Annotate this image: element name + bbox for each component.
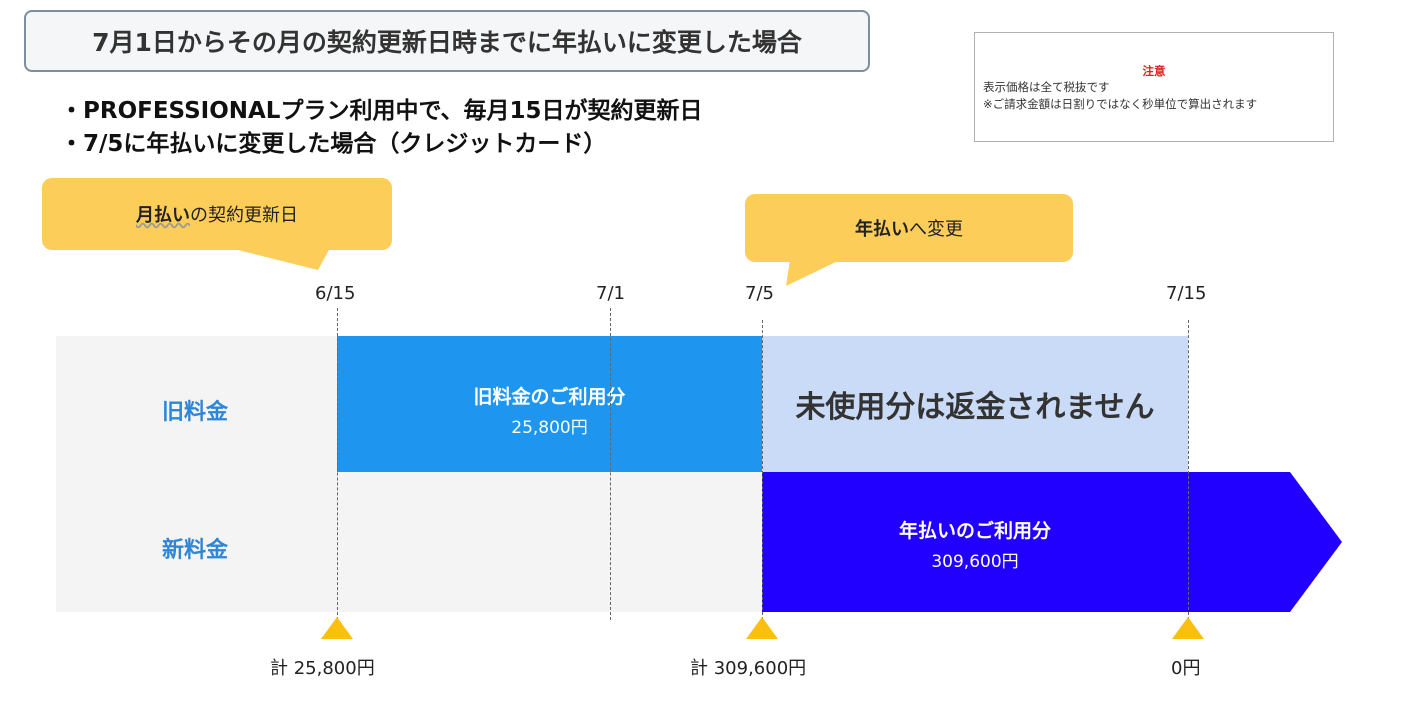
date-label-0701: 7/1	[596, 283, 625, 304]
billing-marker-0715	[1172, 617, 1204, 639]
annual-usage-arrow	[762, 472, 1342, 612]
callout-annual-bold: 年払い	[855, 219, 909, 240]
old-plan-unused-block: 未使用分は返金されません	[762, 336, 1188, 472]
row-label-old: 旧料金	[161, 400, 228, 425]
annual-usage-label: 年払いのご利用分 309,600円	[762, 472, 1188, 610]
total-label-0705: 計 309,600円	[690, 658, 807, 679]
callout-monthly-bold: 月払い	[136, 205, 190, 226]
bullet-change: ・7/5に年払いに変更した場合（クレジットカード）	[60, 131, 607, 157]
annual-usage-amount: 309,600円	[931, 552, 1019, 572]
bullet-plan: ・PROFESSIONALプラン利用中で、毎月15日が契約更新日	[60, 98, 703, 124]
total-label-0615: 計 25,800円	[270, 658, 375, 679]
guide-line-0615	[337, 308, 338, 620]
callout-monthly-renewal: 月払いの契約更新日	[42, 178, 392, 250]
guide-line-0701	[610, 308, 611, 620]
callout-annual-pointer	[786, 260, 840, 286]
billing-marker-0705	[746, 617, 778, 639]
guide-line-0715	[1188, 320, 1189, 620]
date-label-0615: 6/15	[315, 283, 356, 304]
old-usage-amount: 25,800円	[511, 418, 588, 438]
date-label-0715: 7/15	[1166, 283, 1207, 304]
guide-line-0705	[762, 320, 763, 620]
callout-monthly-pointer	[230, 248, 330, 270]
old-usage-title: 旧料金のご利用分	[473, 386, 626, 408]
note-line-tax: 表示価格は全て税抜です	[983, 80, 1110, 94]
no-refund-text: 未使用分は返金されません	[795, 390, 1155, 425]
billing-marker-0615	[321, 617, 353, 639]
row-label-new: 新料金	[161, 538, 228, 563]
callout-annual-change: 年払いへ変更	[745, 194, 1073, 262]
page-title: 7月1日からその月の契約更新日時までに年払いに変更した場合	[24, 10, 870, 72]
note-line-billing: ※ご請求金額は日割りではなく秒単位で算出されます	[983, 97, 1258, 111]
callout-monthly-rest: の契約更新日	[190, 205, 298, 226]
callout-annual-rest: へ変更	[909, 219, 963, 240]
note-box: 注意 表示価格は全て税抜です ※ご請求金額は日割りではなく秒単位で算出されます	[974, 32, 1334, 142]
annual-usage-title: 年払いのご利用分	[898, 520, 1051, 542]
note-heading: 注意	[1142, 64, 1166, 78]
total-label-0715: 0円	[1171, 658, 1201, 679]
date-label-0705: 7/5	[745, 283, 774, 304]
old-plan-usage-block: 旧料金のご利用分 25,800円	[337, 336, 762, 472]
